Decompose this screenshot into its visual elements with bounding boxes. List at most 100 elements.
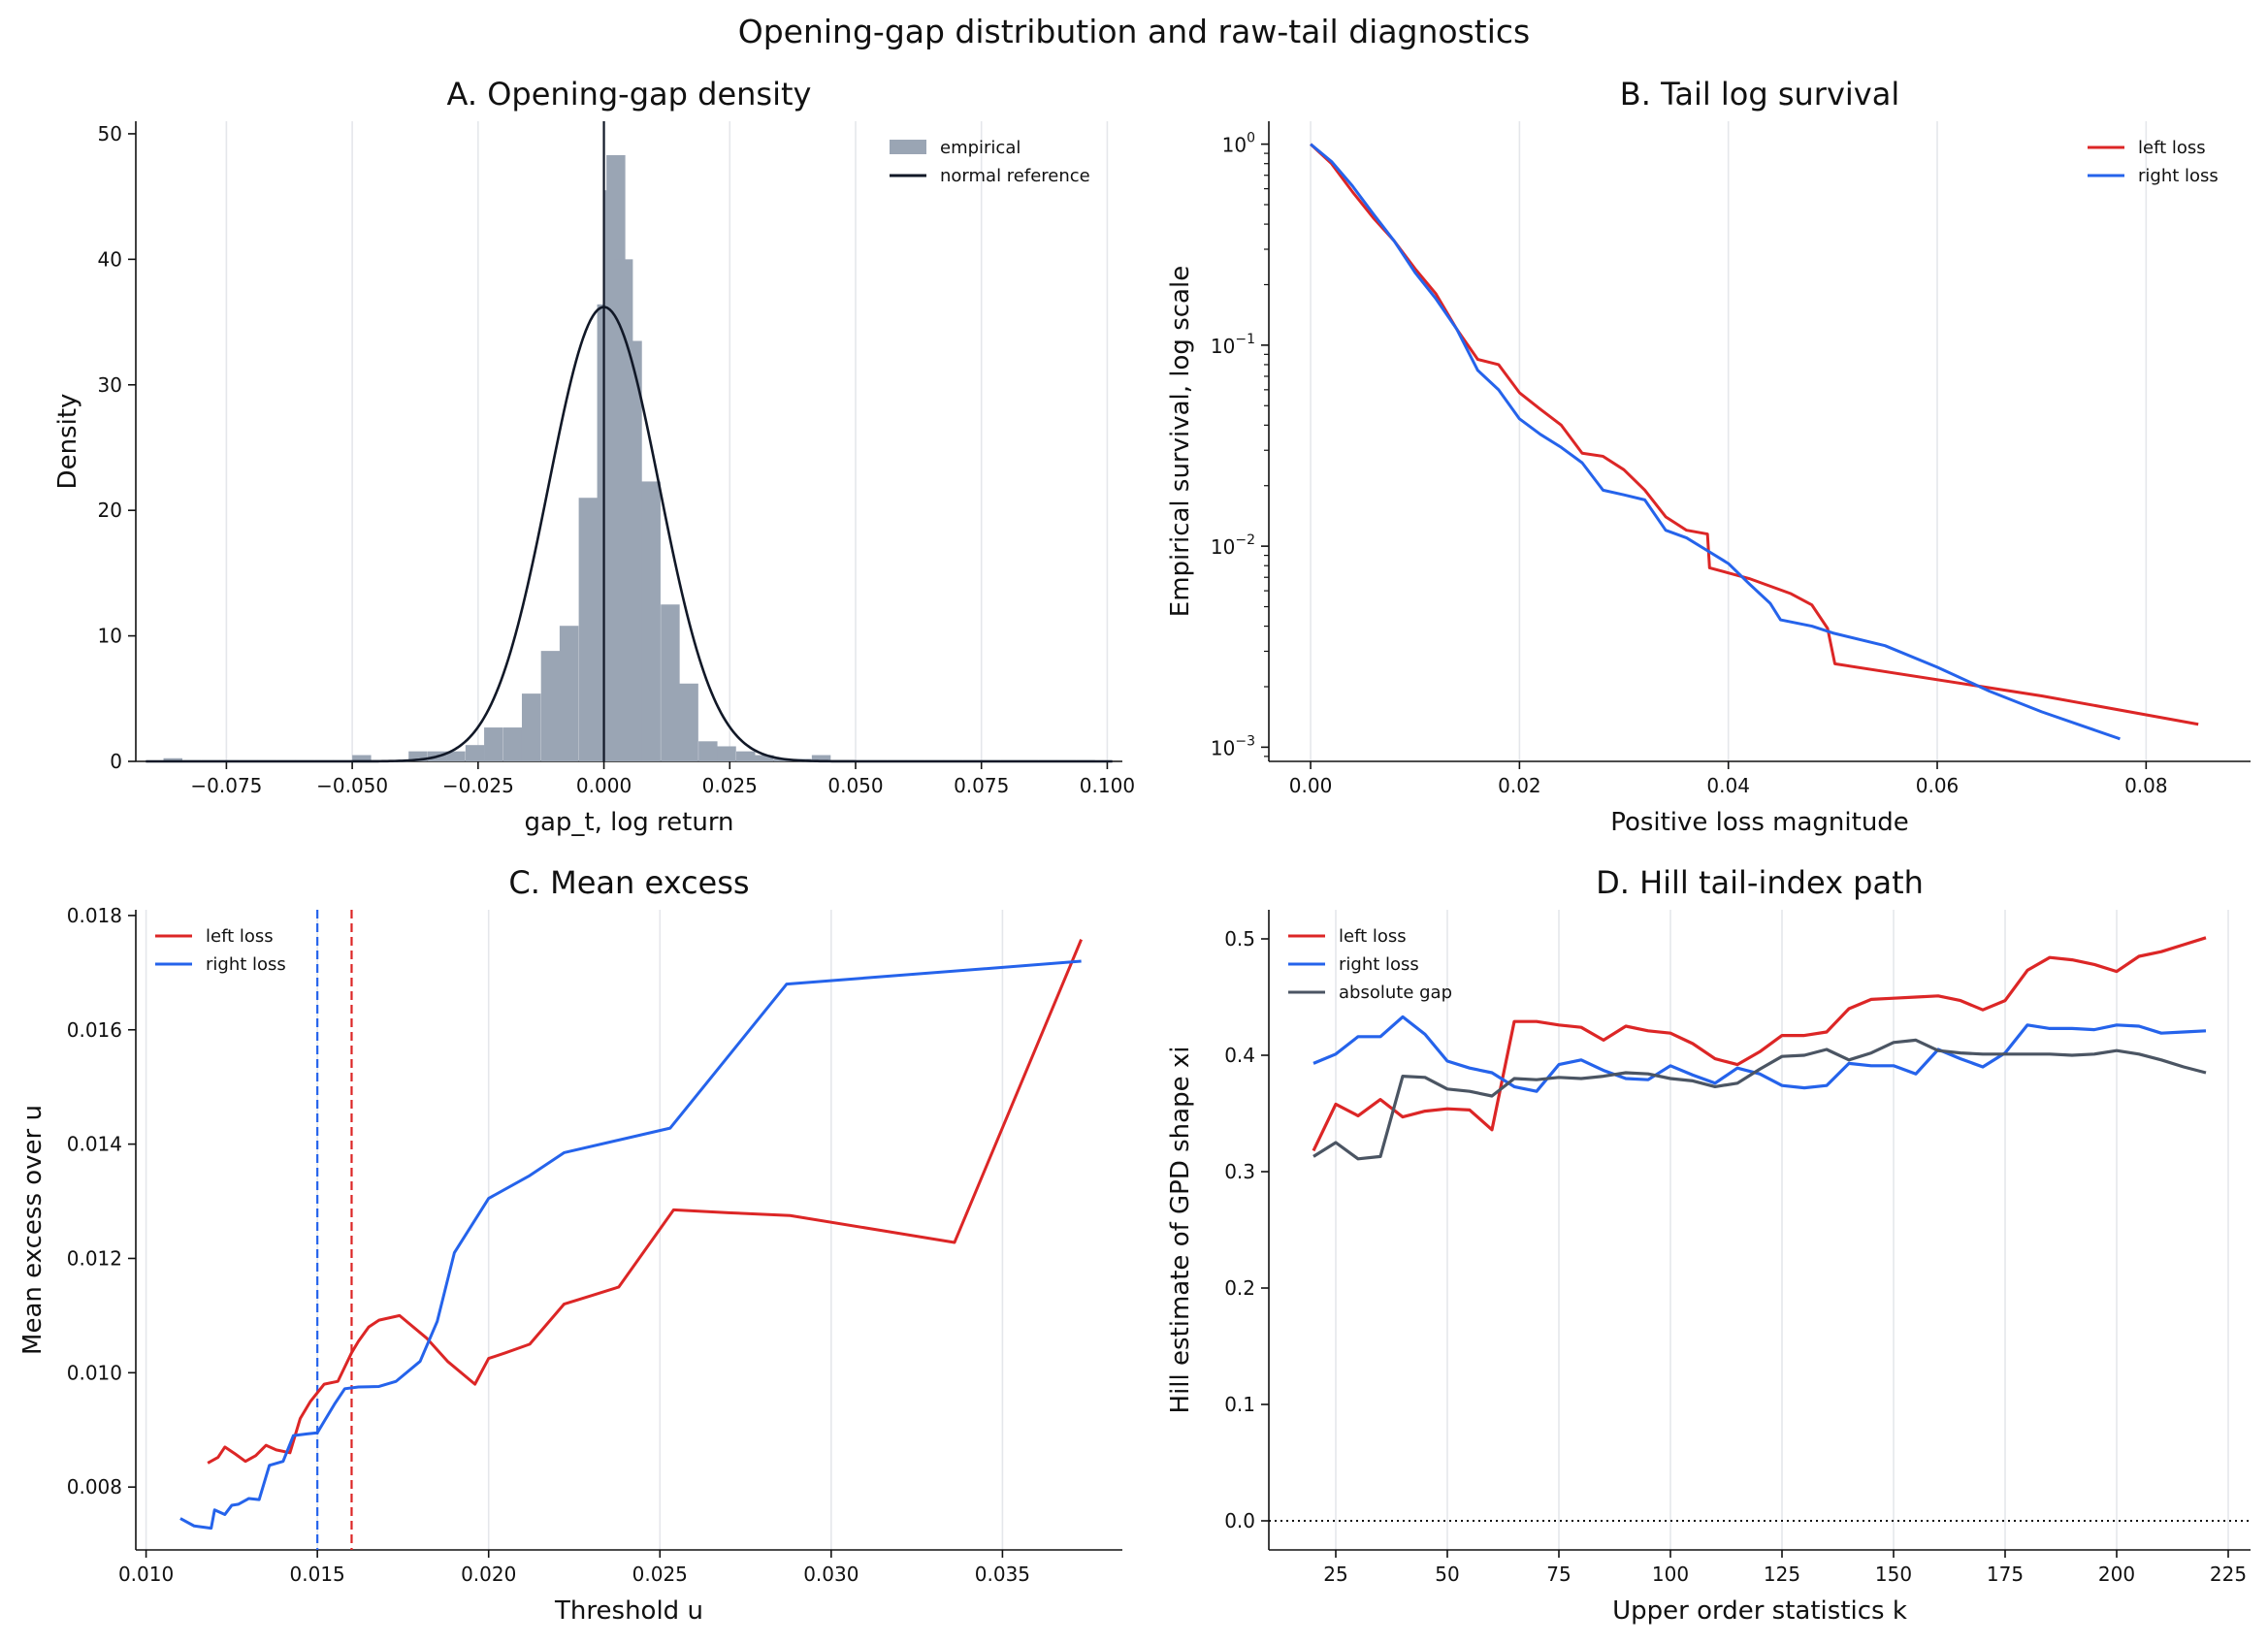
legend: left loss right loss bbox=[2088, 138, 2219, 186]
series-line-right-loss bbox=[179, 959, 1082, 1531]
x-tick-label: −0.050 bbox=[316, 774, 388, 797]
legend-label: right loss bbox=[206, 954, 286, 975]
x-tick-label: 0.010 bbox=[118, 1563, 174, 1586]
y-tick-base: 10 bbox=[1222, 134, 1247, 157]
histogram-bar bbox=[661, 604, 680, 761]
panel-c: C. Mean excess 0.010 0.015 0.020 0.025 0.030 0… bbox=[18, 864, 1122, 1626]
y-tick-label: 0.5 bbox=[1224, 927, 1255, 951]
x-tick-label: 0.020 bbox=[461, 1563, 516, 1586]
x-tick-label: 125 bbox=[1764, 1563, 1800, 1586]
y-tick-label: 0.008 bbox=[67, 1475, 122, 1499]
x-tick-label: −0.075 bbox=[190, 774, 262, 797]
panel-a: A. Opening-gap density −0.075 −0.050 −0.025… bbox=[53, 76, 1135, 837]
x-tick-label: 200 bbox=[2098, 1563, 2135, 1586]
y-tick-label: 0.0 bbox=[1224, 1509, 1255, 1532]
x-tick-label: 0.030 bbox=[803, 1563, 859, 1586]
histogram-bar bbox=[755, 755, 774, 761]
x-tick-label: 0.015 bbox=[290, 1563, 345, 1586]
histogram-bar bbox=[521, 693, 541, 761]
x-tick-label: 0.00 bbox=[1289, 774, 1333, 797]
histogram-bar bbox=[717, 746, 736, 761]
y-tick-exponent: 0 bbox=[1247, 131, 1255, 146]
x-tick-label: 50 bbox=[1435, 1563, 1459, 1586]
y-tick-label: 0.2 bbox=[1224, 1276, 1255, 1300]
x-tick-label: 0.08 bbox=[2124, 774, 2168, 797]
legend-label: absolute gap bbox=[1339, 983, 1452, 1003]
x-tick-label: 0.050 bbox=[827, 774, 883, 797]
y-tick-label: 10−3 bbox=[1211, 733, 1255, 759]
histogram-bar bbox=[352, 755, 372, 761]
panels: A. Opening-gap density −0.075 −0.050 −0.025… bbox=[18, 76, 2251, 1626]
y-tick-label: 50 bbox=[98, 122, 122, 145]
y-axis-label: Hill estimate of GPD shape xi bbox=[1166, 1047, 1195, 1414]
x-tick-label: 150 bbox=[1875, 1563, 1912, 1586]
y-axis-label: Empirical survival, log scale bbox=[1166, 266, 1195, 617]
y-tick-label: 0.4 bbox=[1224, 1044, 1255, 1067]
histogram-bar bbox=[736, 751, 756, 761]
y-tick-label: 10 bbox=[98, 625, 122, 648]
legend-label: right loss bbox=[1339, 954, 1419, 975]
legend: left loss right loss absolute gap bbox=[1288, 926, 1452, 1003]
legend-label: left loss bbox=[2138, 138, 2206, 158]
y-tick-label: 40 bbox=[98, 247, 122, 271]
histogram-bar bbox=[446, 751, 466, 761]
histogram-bar bbox=[698, 741, 718, 761]
legend-label: empirical bbox=[940, 138, 1021, 158]
legend-label: normal reference bbox=[940, 166, 1090, 186]
series-line-left-loss bbox=[1310, 143, 2199, 726]
series-line-right-loss bbox=[1310, 143, 2121, 741]
panel-title: D. Hill tail-index path bbox=[1596, 864, 1924, 901]
panel-b: B. Tail log survival 0.00 0.02 0.04 0.06 0.08… bbox=[1166, 76, 2251, 837]
legend-swatch bbox=[890, 140, 926, 154]
normal-reference-line bbox=[146, 306, 1113, 763]
panel-title: C. Mean excess bbox=[508, 864, 749, 901]
histogram-bar bbox=[502, 727, 523, 761]
y-tick-exponent: −1 bbox=[1235, 332, 1255, 347]
y-tick-label: 30 bbox=[98, 373, 122, 397]
x-tick-label: 175 bbox=[1987, 1563, 2024, 1586]
y-tick-label: 0.010 bbox=[67, 1361, 122, 1384]
series-line-left-loss bbox=[207, 939, 1084, 1465]
histogram-bar bbox=[578, 498, 599, 761]
panel-d: D. Hill tail-index path 25 50 75 100 125 150 17… bbox=[1166, 864, 2251, 1626]
y-tick-base: 10 bbox=[1211, 535, 1235, 559]
y-axis-label: Mean excess over u bbox=[18, 1105, 48, 1355]
histogram-bar bbox=[623, 340, 642, 761]
panel-title: A. Opening-gap density bbox=[447, 76, 812, 113]
legend: left loss right loss bbox=[155, 926, 286, 975]
histogram-bar bbox=[408, 751, 428, 761]
x-tick-label: 0.025 bbox=[702, 774, 758, 797]
y-tick-label: 10−1 bbox=[1211, 332, 1255, 358]
histogram-bar bbox=[163, 758, 182, 761]
y-tick-label: 0.3 bbox=[1224, 1160, 1255, 1183]
x-tick-label: 0.100 bbox=[1080, 774, 1135, 797]
y-tick-label: 0.1 bbox=[1224, 1393, 1255, 1416]
x-tick-label: 0.04 bbox=[1706, 774, 1750, 797]
y-tick-label: 20 bbox=[98, 499, 122, 522]
x-axis-label: gap_t, log return bbox=[524, 808, 733, 837]
series-line-right-loss bbox=[1312, 1015, 2207, 1093]
histogram-bar bbox=[465, 745, 485, 761]
y-tick-base: 10 bbox=[1211, 335, 1235, 358]
figure-suptitle: Opening-gap distribution and raw-tail di… bbox=[738, 13, 1531, 50]
x-tick-label: 225 bbox=[2210, 1563, 2247, 1586]
y-tick-label: 100 bbox=[1222, 131, 1255, 157]
x-tick-label: 0.06 bbox=[1916, 774, 1960, 797]
legend-label: left loss bbox=[1339, 926, 1407, 947]
legend-label: right loss bbox=[2138, 166, 2219, 186]
x-tick-label: 0.025 bbox=[632, 1563, 688, 1586]
y-tick-label: 0 bbox=[110, 750, 122, 773]
y-tick-base: 10 bbox=[1211, 736, 1235, 759]
x-tick-label: 25 bbox=[1323, 1563, 1347, 1586]
histogram-bar bbox=[484, 727, 503, 761]
series-line-left-loss bbox=[1312, 936, 2207, 1152]
x-tick-label: 75 bbox=[1546, 1563, 1571, 1586]
y-tick-label: 0.014 bbox=[67, 1133, 122, 1156]
y-tick-label: 0.018 bbox=[67, 904, 122, 927]
y-axis-label: Density bbox=[53, 394, 82, 490]
x-tick-label: 0.035 bbox=[975, 1563, 1030, 1586]
histogram-bar bbox=[540, 651, 561, 761]
y-tick-exponent: −3 bbox=[1235, 733, 1255, 749]
x-tick-label: 0.02 bbox=[1498, 774, 1541, 797]
